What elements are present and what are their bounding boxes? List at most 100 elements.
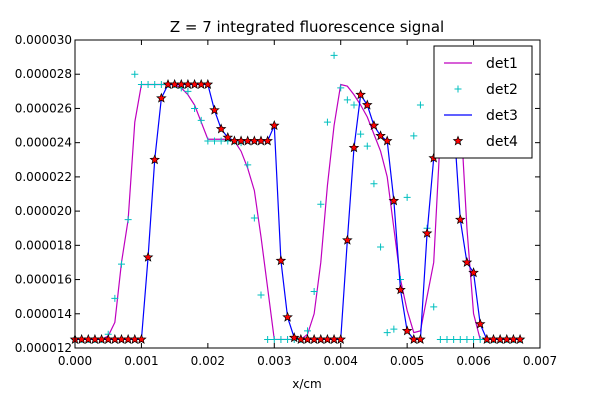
point-det2: [270, 335, 278, 343]
point-det2: [111, 294, 119, 302]
point-det4: [142, 251, 154, 262]
point-det4: [342, 234, 353, 245]
point-det2: [443, 335, 451, 343]
point-det2: [157, 80, 165, 88]
point-det4: [149, 154, 160, 165]
legend: det1 det2 det3 det4: [433, 45, 533, 159]
point-det2: [470, 335, 478, 343]
point-det2: [184, 87, 192, 95]
x-tick-label: 0.001: [124, 354, 158, 368]
legend-handle-det2: [454, 85, 462, 93]
point-det4: [262, 135, 273, 146]
x-tick-label: 0.003: [257, 354, 291, 368]
point-det2: [131, 70, 139, 78]
point-det2: [211, 137, 218, 145]
point-det4: [362, 99, 373, 110]
point-det2: [244, 161, 252, 169]
x-tick-label: 0.002: [191, 354, 225, 368]
point-det2: [217, 137, 225, 145]
legend-label-det1: det1: [486, 56, 518, 72]
point-det2: [151, 80, 159, 88]
point-det2: [118, 260, 125, 268]
point-det4: [388, 195, 400, 206]
point-det4: [275, 255, 287, 266]
point-det2: [257, 291, 265, 299]
point-det2: [410, 132, 418, 140]
point-det2: [337, 84, 345, 92]
point-det2: [476, 335, 484, 343]
point-det4: [136, 333, 147, 344]
point-det4: [421, 227, 433, 238]
point-det2: [204, 137, 212, 145]
point-det4: [209, 104, 220, 115]
point-det4: [269, 120, 280, 131]
y-tick-label: 0.000016: [15, 273, 72, 287]
point-det4: [455, 214, 466, 225]
point-det4: [202, 78, 214, 89]
point-det2: [330, 51, 338, 59]
point-det2: [403, 193, 411, 201]
point-det2: [456, 335, 464, 343]
point-det4: [355, 89, 366, 100]
point-det2: [363, 142, 371, 150]
y-tick-label: 0.000026: [15, 101, 72, 115]
point-det2: [370, 180, 378, 188]
point-det2: [436, 335, 444, 343]
point-det2: [191, 104, 199, 112]
y-tick-label: 0.000030: [15, 33, 72, 47]
point-det2: [137, 80, 145, 88]
y-tick-label: 0.000024: [15, 136, 72, 150]
point-det2: [250, 214, 258, 222]
legend-label-det2: det2: [486, 82, 518, 98]
point-det4: [368, 120, 380, 131]
x-tick-label: 0.005: [390, 354, 424, 368]
point-det2: [144, 80, 152, 88]
point-det4: [395, 284, 406, 295]
legend-box: [433, 45, 533, 159]
point-det4: [335, 333, 346, 344]
point-det4: [415, 333, 426, 344]
chart-title: Z = 7 integrated fluorescence signal: [170, 18, 444, 36]
point-det2: [304, 327, 311, 335]
point-det2: [323, 118, 331, 126]
point-det2: [343, 96, 351, 104]
point-det2: [197, 116, 205, 124]
y-tick-label: 0.000012: [15, 341, 72, 355]
point-det2: [310, 288, 318, 296]
point-det2: [277, 335, 285, 343]
y-tick-label: 0.000020: [15, 204, 72, 218]
point-det4: [381, 135, 393, 146]
y-tick-label: 0.000022: [15, 170, 72, 184]
point-det2: [463, 335, 471, 343]
point-det2: [377, 243, 385, 251]
point-det4: [282, 311, 293, 322]
point-det2: [124, 216, 132, 224]
plot-frame: [74, 39, 541, 349]
legend-handle-det4: [452, 135, 464, 146]
point-det2: [450, 335, 458, 343]
x-tick-label: 0.007: [523, 354, 557, 368]
point-det4: [461, 256, 473, 267]
point-det2: [430, 303, 438, 311]
point-det4: [375, 130, 386, 141]
y-tick-label: 0.000018: [15, 238, 72, 252]
x-tick-label: 0.000: [58, 354, 92, 368]
point-det2: [350, 101, 358, 109]
point-det2: [383, 329, 391, 337]
point-det4: [156, 92, 167, 103]
point-det4: [348, 142, 360, 153]
y-tick-label: 0.000014: [15, 307, 72, 321]
point-det4: [288, 332, 300, 343]
x-axis-label: x/cm: [292, 377, 321, 391]
point-det2: [317, 200, 325, 208]
x-tick-label: 0.006: [456, 354, 490, 368]
legend-label-det4: det4: [486, 134, 518, 150]
point-det4: [222, 131, 234, 143]
legend-label-det3: det3: [486, 108, 518, 124]
point-det4: [468, 267, 479, 278]
y-tick-label: 0.000028: [15, 67, 72, 81]
point-det4: [401, 325, 413, 336]
point-det2: [416, 101, 424, 109]
point-det4: [474, 318, 486, 329]
